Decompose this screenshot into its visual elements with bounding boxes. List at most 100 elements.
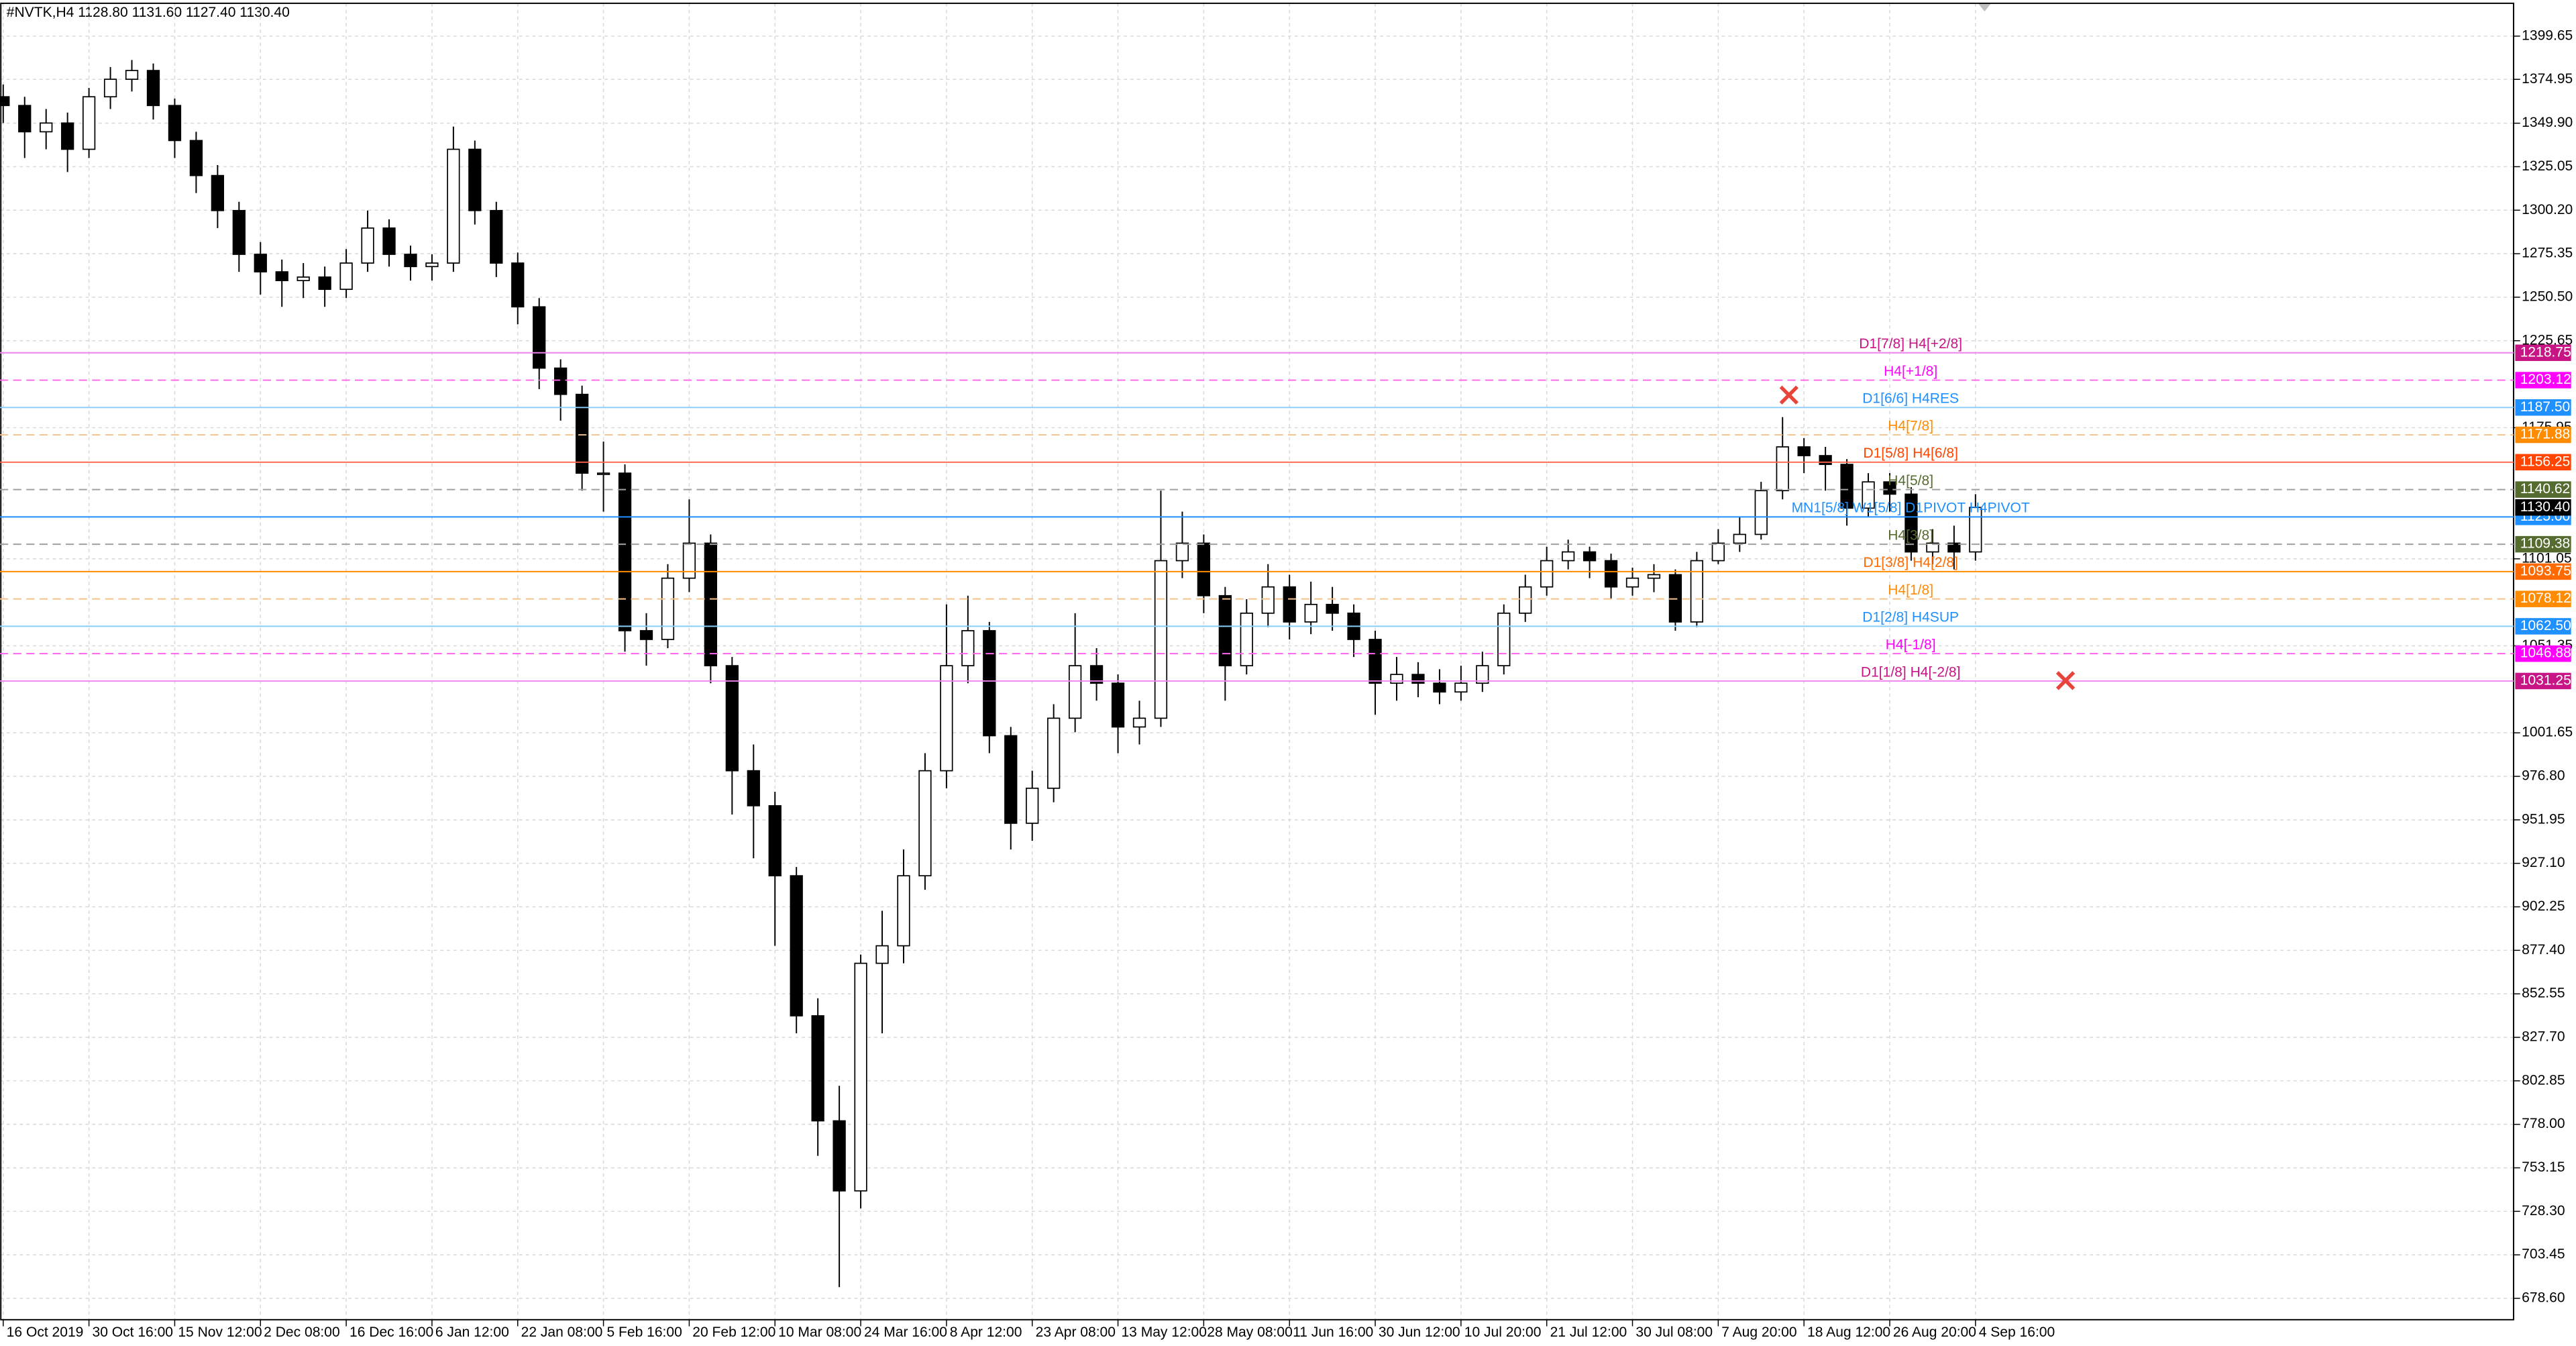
candle-body bbox=[232, 209, 246, 255]
y-tick-label: 728.30 bbox=[2522, 1203, 2565, 1219]
candle-body bbox=[790, 875, 803, 1017]
y-tick-label: 703.45 bbox=[2522, 1247, 2565, 1262]
candle-body bbox=[1883, 481, 1896, 495]
y-tick-label: 1275.35 bbox=[2522, 246, 2573, 261]
candle-body bbox=[61, 122, 74, 150]
candle-body bbox=[1283, 586, 1296, 623]
candle-body bbox=[1690, 560, 1704, 623]
level-price-box bbox=[2515, 344, 2571, 362]
candle-body bbox=[854, 962, 867, 1192]
candle-body bbox=[275, 271, 288, 282]
x-tick-label: 18 Aug 12:00 bbox=[1807, 1325, 1890, 1340]
candle-body bbox=[1733, 533, 1746, 544]
candle-body bbox=[1926, 542, 1939, 553]
candle-body bbox=[1026, 787, 1039, 824]
level-price-box bbox=[2515, 618, 2571, 635]
level-price-label: 1187.50 bbox=[2520, 399, 2571, 415]
level-label: D1[6/6] H4RES bbox=[1862, 391, 1959, 407]
level-price-box bbox=[2515, 672, 2571, 690]
candle-body bbox=[1132, 717, 1146, 728]
candle-body bbox=[1904, 493, 1918, 553]
level-price-label: 1046.88 bbox=[2520, 645, 2571, 661]
candle-body bbox=[490, 209, 503, 264]
y-tick-label: 802.85 bbox=[2522, 1072, 2565, 1088]
level-price-box bbox=[2515, 590, 2571, 607]
level-price-label: 1218.75 bbox=[2520, 344, 2571, 360]
x-tick-label: 24 Mar 16:00 bbox=[864, 1325, 947, 1340]
level-price-label: 1062.50 bbox=[2520, 618, 2571, 633]
x-tick-label: 13 May 12:00 bbox=[1121, 1325, 1207, 1340]
level-price-label: 1171.88 bbox=[2520, 427, 2571, 442]
candle-body bbox=[533, 306, 546, 369]
candle-body bbox=[661, 577, 675, 640]
x-tick-label: 16 Oct 2019 bbox=[7, 1325, 84, 1340]
candle-body bbox=[318, 276, 331, 291]
candle-body bbox=[1969, 507, 1982, 553]
candle-body bbox=[82, 96, 96, 150]
candle-body bbox=[639, 630, 653, 640]
candle-body bbox=[1840, 464, 1854, 509]
candle-body bbox=[1411, 674, 1425, 684]
y-tick-label: 1300.20 bbox=[2522, 202, 2573, 217]
candle-body bbox=[1326, 603, 1339, 614]
candle-body bbox=[1819, 455, 1832, 465]
x-tick-label: 15 Nov 12:00 bbox=[178, 1325, 262, 1340]
level-price-label: 1093.75 bbox=[2520, 563, 2571, 578]
candle-body bbox=[1068, 665, 1082, 719]
level-price-box bbox=[2515, 535, 2571, 553]
candle-body bbox=[1947, 542, 1961, 553]
last-price-box bbox=[2515, 499, 2571, 516]
candle-body bbox=[768, 805, 782, 877]
candle-body bbox=[125, 70, 139, 80]
candle-body bbox=[168, 105, 182, 142]
candle-body bbox=[940, 665, 953, 772]
candle-body bbox=[983, 630, 996, 737]
candle-body bbox=[1454, 682, 1468, 693]
candle-body bbox=[468, 148, 482, 211]
y-tick-label: 827.70 bbox=[2522, 1029, 2565, 1045]
candle-body bbox=[146, 70, 160, 107]
candle-body bbox=[1368, 639, 1382, 684]
level-label: H4[5/8] bbox=[1888, 473, 1933, 488]
candle-body bbox=[811, 1015, 824, 1122]
candle-body bbox=[704, 542, 718, 666]
level-price-box bbox=[2515, 426, 2571, 444]
x-tick-label: 8 Apr 12:00 bbox=[950, 1325, 1022, 1340]
level-price-box bbox=[2515, 372, 2571, 389]
level-price-label: 1156.25 bbox=[2520, 454, 2571, 469]
candle-body bbox=[1540, 560, 1554, 588]
candle-body bbox=[1797, 446, 1811, 456]
candle-body bbox=[361, 227, 374, 264]
level-label: MN1[5/8] W1[5/8] D1PIVOT H4PIVOT bbox=[1792, 501, 2030, 516]
candle-body bbox=[1111, 682, 1125, 728]
candle-body bbox=[747, 770, 760, 807]
candle-body bbox=[875, 945, 889, 964]
candle-body bbox=[833, 1120, 846, 1192]
candle-body bbox=[1519, 586, 1532, 614]
x-tick-label: 2 Dec 08:00 bbox=[264, 1325, 339, 1340]
y-tick-label: 1101.05 bbox=[2522, 550, 2572, 566]
candle-body bbox=[1561, 551, 1575, 562]
x-tick-label: 11 Jun 16:00 bbox=[1293, 1325, 1373, 1340]
candle-body bbox=[1776, 446, 1789, 492]
level-label: H4[1/8] bbox=[1888, 582, 1933, 598]
candle-body bbox=[897, 875, 910, 947]
candle-body bbox=[1625, 577, 1640, 588]
candle-body bbox=[618, 472, 632, 631]
candle-body bbox=[918, 770, 932, 877]
candle-body bbox=[1433, 682, 1446, 693]
candle-body bbox=[1047, 717, 1061, 789]
candle-body bbox=[1604, 560, 1618, 588]
candle-body bbox=[103, 79, 117, 98]
x-tick-label: 20 Feb 12:00 bbox=[692, 1325, 775, 1340]
y-tick-label: 927.10 bbox=[2522, 855, 2565, 870]
candle-body bbox=[297, 276, 310, 282]
candle-body bbox=[254, 254, 267, 272]
y-tick-label: 902.25 bbox=[2522, 898, 2565, 914]
candle-body bbox=[382, 227, 396, 255]
level-price-box bbox=[2515, 563, 2571, 580]
candle-body bbox=[1261, 586, 1275, 614]
x-tick-label: 10 Mar 08:00 bbox=[778, 1325, 861, 1340]
